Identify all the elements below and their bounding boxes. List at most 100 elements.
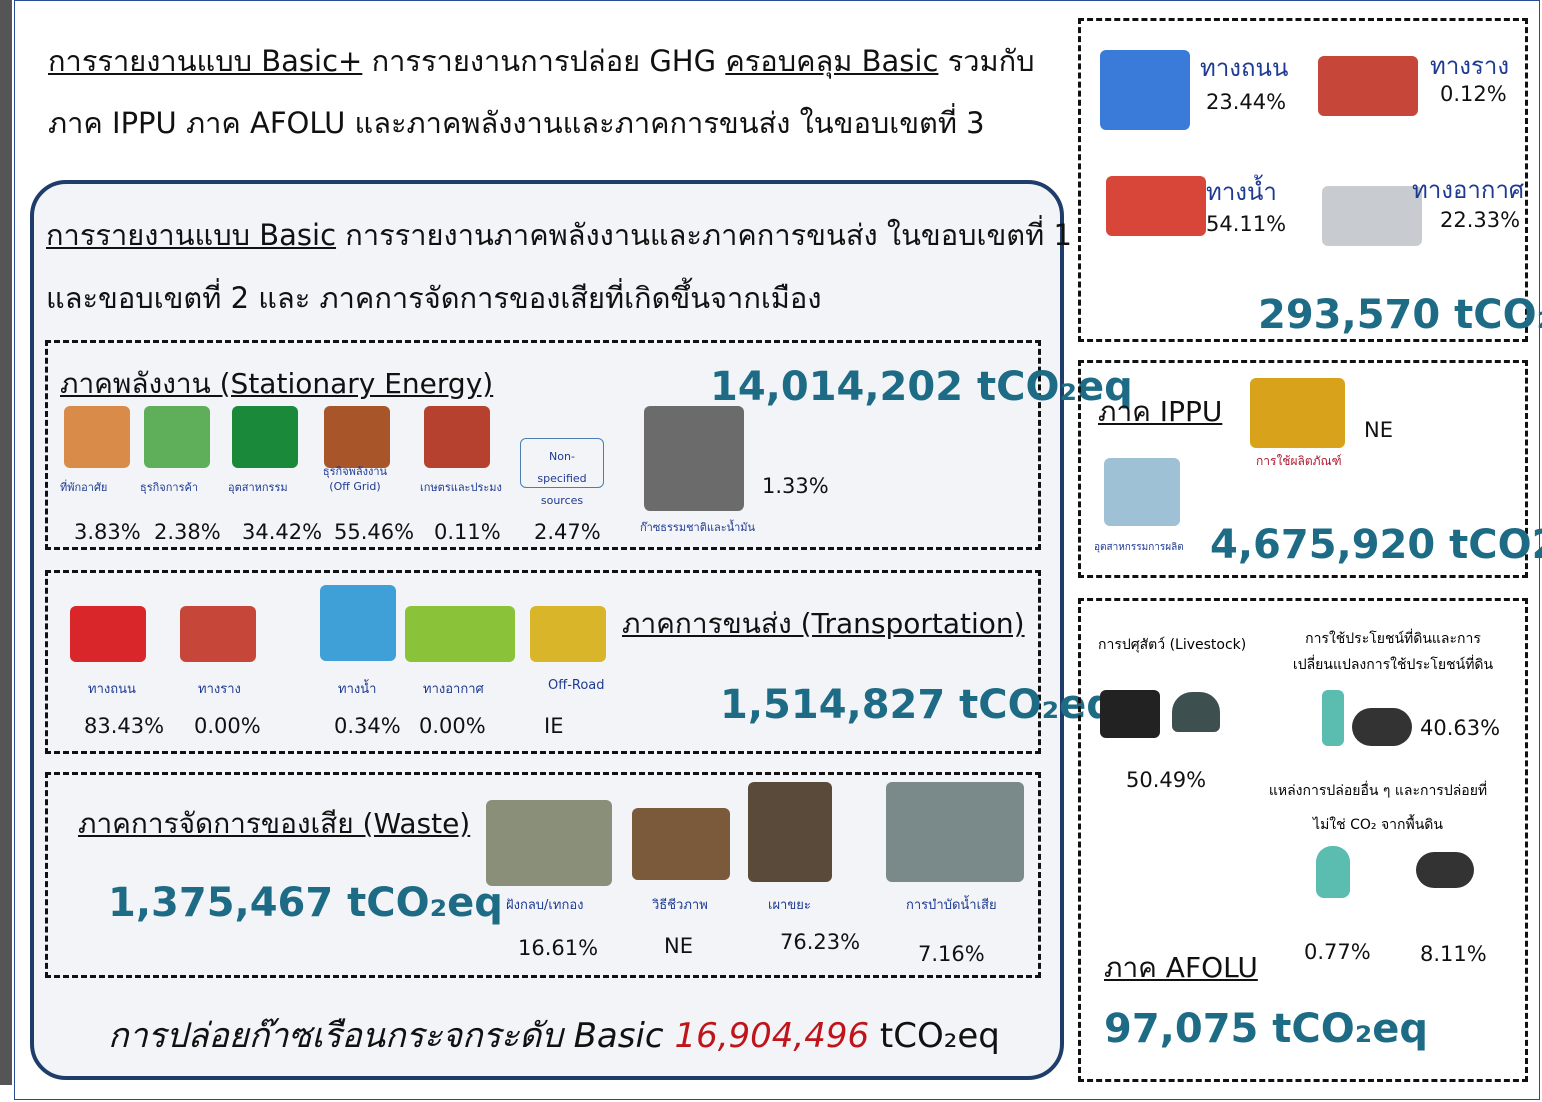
scope3-total: 293,570 tCO₂eq	[1258, 292, 1542, 338]
item-label: ทางน้ำ	[338, 678, 376, 699]
item-label: เผาขยะ	[768, 894, 811, 915]
icon	[1100, 50, 1190, 130]
item-label: วิธีชีวภาพ	[652, 894, 708, 915]
icon	[1318, 56, 1418, 116]
transport-total: 1,514,827 tCO₂eq	[720, 682, 1115, 728]
item-value: 0.11%	[434, 520, 501, 544]
icon	[180, 606, 256, 662]
afolu-land-value: 40.63%	[1420, 716, 1500, 740]
item-value: 7.16%	[918, 942, 985, 966]
icon	[324, 406, 390, 468]
basic-line: การรายงานแบบ Basic การรายงานภาคพลังงานแล…	[46, 212, 1072, 258]
item-label: ทางถนน	[88, 678, 136, 699]
ippu-product-label: การใช้ผลิตภัณฑ์	[1256, 452, 1342, 471]
land-icon	[1352, 708, 1412, 746]
afolu-title: ภาค AFOLU	[1104, 946, 1258, 990]
item-label: เกษตรและประมง	[420, 478, 502, 496]
afolu-other-value: 0.77%	[1304, 940, 1371, 964]
afolu-other-label: แหล่งการปล่อยอื่น ๆ และการปล่อยที่ไม่ใช่…	[1258, 774, 1498, 842]
header-line: การรายงานแบบ Basic+ การรายงานการปล่อย GH…	[48, 38, 1035, 84]
icon	[886, 782, 1024, 882]
feed-icon	[1172, 692, 1220, 732]
item-value: 22.33%	[1440, 208, 1520, 232]
product-icon	[1250, 378, 1345, 448]
item-label: ธุรกิจการค้า	[140, 478, 198, 496]
item-value: 54.11%	[1206, 212, 1286, 236]
basic-total-value: 16,904,496	[674, 1016, 869, 1056]
item-label: ที่พักอาศัย	[60, 478, 107, 496]
waste-total: 1,375,467 tCO₂eq	[108, 880, 503, 926]
soil-icon	[1416, 852, 1474, 888]
afolu-other-value: 8.11%	[1420, 942, 1487, 966]
afolu-total: 97,075 tCO₂eq	[1104, 1006, 1428, 1052]
item-label: Off-Road	[548, 678, 605, 693]
icon	[232, 406, 298, 468]
icon	[320, 585, 396, 661]
icon	[64, 406, 130, 468]
header-line2: ภาค IPPU ภาค AFOLU และภาคพลังงานและภาคกา…	[48, 100, 985, 146]
item-value: 76.23%	[780, 930, 860, 954]
tree-icon	[1322, 690, 1344, 746]
item-label: ทางน้ำ	[1206, 172, 1277, 211]
basic-total-text: การปล่อยก๊าซเรือนกระจกระดับ Basic	[108, 1016, 664, 1056]
header-link: ครอบคลุม Basic	[725, 44, 938, 78]
basic-line2: และขอบเขตที่ 2 และ ภาคการจัดการของเสียที…	[46, 275, 822, 321]
item-value: 0.12%	[1440, 82, 1507, 106]
item-label: การบำบัดน้ำเสีย	[906, 894, 997, 915]
icon	[486, 800, 612, 886]
item-value: IE	[544, 714, 563, 738]
icon	[70, 606, 146, 662]
item-label: ทางราง	[198, 678, 241, 699]
afolu-livestock-label: การปศุสัตว์ (Livestock)	[1098, 634, 1246, 656]
item-value: 23.44%	[1206, 90, 1286, 114]
page: {"header":{"label":"การรายงานแบบ Basic+"…	[0, 0, 1542, 1102]
item-value: 2.47%	[534, 520, 601, 544]
icon	[530, 606, 606, 662]
item-value: 55.46%	[334, 520, 414, 544]
cow-icon	[1100, 690, 1160, 738]
item-value: 0.00%	[194, 714, 261, 738]
icon	[424, 406, 490, 468]
basic-text: การรายงานภาคพลังงานและภาคการขนส่ง ในขอบเ…	[345, 218, 1072, 252]
basic-total-line: การปล่อยก๊าซเรือนกระจกระดับ Basic 16,904…	[108, 1008, 1000, 1062]
energy-total: 14,014,202 tCO₂eq	[710, 364, 1133, 410]
icon	[644, 406, 744, 511]
item-value: 1.33%	[762, 474, 829, 498]
item-value: NE	[664, 934, 693, 958]
item-label: ทางราง	[1430, 46, 1509, 85]
icon	[748, 782, 832, 882]
header-label: การรายงานแบบ Basic+	[48, 44, 362, 78]
afolu-land-label: การใช้ประโยชน์ที่ดินและการเปลี่ยนแปลงการ…	[1288, 626, 1498, 678]
fire-icon	[1316, 846, 1350, 898]
transport-title: ภาคการขนส่ง (Transportation)	[622, 602, 1025, 646]
header-text: การรายงานการปล่อย GHG	[372, 44, 717, 78]
item-label: ฝังกลบ/เทกอง	[506, 894, 583, 915]
afolu-livestock-value: 50.49%	[1126, 768, 1206, 792]
item-label: ทางอากาศ	[1412, 170, 1524, 209]
side-strip	[0, 0, 12, 1085]
item-label: Non-specified sources	[526, 446, 598, 512]
item-value: 34.42%	[242, 520, 322, 544]
basic-label: การรายงานแบบ Basic	[46, 218, 336, 252]
ippu-total: 4,675,920 tCO2eq	[1210, 522, 1542, 568]
basic-total-unit: tCO₂eq	[880, 1016, 1000, 1056]
item-label: ทางถนน	[1200, 48, 1288, 87]
industry-icon	[1104, 458, 1180, 526]
energy-title: ภาคพลังงาน (Stationary Energy)	[60, 362, 493, 406]
icon	[1106, 176, 1206, 236]
ippu-industry-label: อุตสาหกรรมการผลิต	[1094, 540, 1184, 555]
item-value: 16.61%	[518, 936, 598, 960]
item-label: ธุรกิจพลังงาน (Off Grid)	[320, 462, 390, 493]
waste-title: ภาคการจัดการของเสีย (Waste)	[78, 802, 470, 846]
item-value: 83.43%	[84, 714, 164, 738]
item-label: อุตสาหกรรม	[228, 478, 288, 496]
icon	[405, 606, 515, 662]
item-value: 2.38%	[154, 520, 221, 544]
item-value: 3.83%	[74, 520, 141, 544]
header-text: รวมกับ	[948, 44, 1035, 78]
item-value: 0.34%	[334, 714, 401, 738]
icon	[632, 808, 730, 880]
item-value: 0.00%	[419, 714, 486, 738]
item-label: ทางอากาศ	[423, 678, 484, 699]
ippu-title: ภาค IPPU	[1098, 390, 1222, 434]
